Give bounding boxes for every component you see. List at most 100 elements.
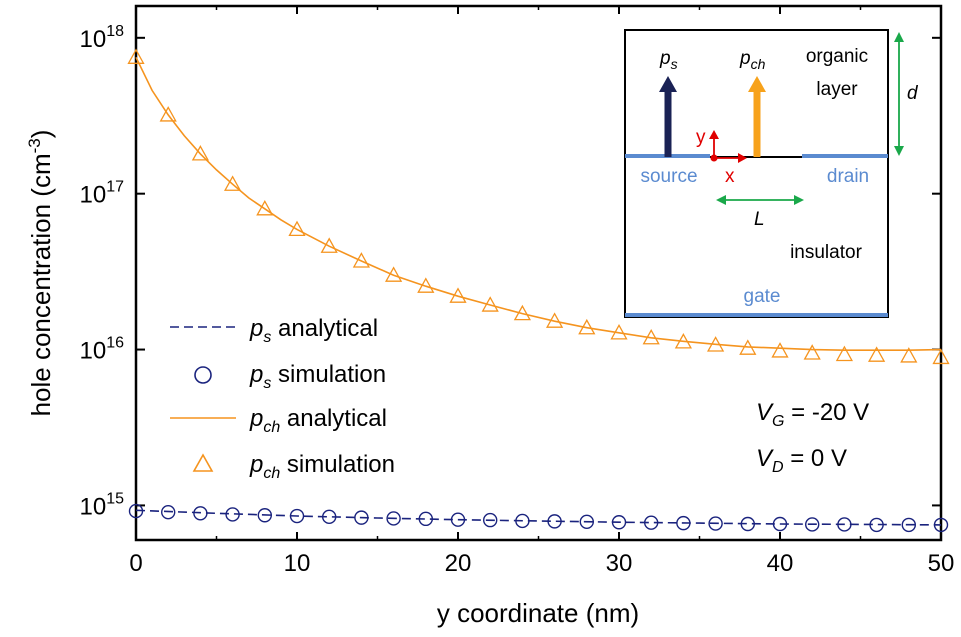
data-point-p-ch-simulation <box>835 345 854 362</box>
data-point-p-ch-simulation <box>449 287 467 303</box>
data-point-p-s-simulation <box>483 512 498 528</box>
inset-gate-electrode <box>625 313 888 317</box>
x-tick-label: 40 <box>767 550 794 577</box>
data-point-p-s-simulation <box>322 509 337 525</box>
data-point-p-s-simulation <box>128 503 144 519</box>
annotation-vg: VG = -20 V <box>756 399 869 430</box>
data-point-p-ch-simulation <box>578 318 596 335</box>
data-point-p-ch-simulation <box>127 48 145 64</box>
x-axis-title: y coordinate (nm) <box>437 598 639 628</box>
data-point-p-s-simulation <box>289 508 305 524</box>
data-point-p-s-simulation <box>515 513 530 529</box>
data-point-p-s-simulation <box>225 507 240 522</box>
data-point-p-s-simulation <box>257 508 272 523</box>
x-tick-label: 50 <box>928 550 955 577</box>
data-point-p-s-simulation <box>450 512 466 527</box>
inset-pch-arrowhead <box>748 76 766 92</box>
data-point-p-s-simulation <box>805 517 820 532</box>
data-point-p-ch-simulation <box>739 339 757 355</box>
data-point-p-s-simulation <box>386 511 401 526</box>
data-point-p-s-simulation <box>837 517 852 532</box>
y-axis-title: hole concentration (cm-3) <box>25 130 56 417</box>
legend-swatch-pch-simulation <box>192 453 214 472</box>
inset-y-axis-arrowhead <box>709 130 719 139</box>
inset-thickness-arrowhead-bottom <box>894 146 904 156</box>
data-point-p-s-simulation <box>772 516 788 532</box>
y-axis-title-exponent: -3 <box>25 138 44 153</box>
data-point-p-ch-simulation <box>320 237 338 253</box>
data-point-p-ch-simulation <box>384 266 403 282</box>
x-tick-label: 10 <box>284 550 311 577</box>
data-point-p-ch-simulation <box>771 342 789 358</box>
data-point-p-ch-simulation <box>674 333 693 349</box>
inset-label-y: y <box>696 127 706 148</box>
legend-label-ps-simulation: ps simulation <box>249 361 386 392</box>
data-point-p-ch-simulation <box>803 344 821 360</box>
inset-thickness-arrowhead-top <box>894 32 904 42</box>
data-point-p-s-simulation <box>611 515 627 530</box>
data-point-p-s-simulation <box>901 517 916 533</box>
data-point-p-ch-simulation <box>513 304 532 321</box>
inset-label-source: source <box>640 166 697 187</box>
y-tick-label: 1018 <box>80 23 125 53</box>
annotation-vd: VD = 0 V <box>756 445 847 476</box>
inset-x-axis-arrowhead <box>738 153 747 163</box>
legend: ps analytical ps simulation pch analytic… <box>170 315 395 482</box>
data-point-p-s-simulation <box>869 517 884 533</box>
series-line-p-ch-analytical <box>135 56 942 351</box>
data-point-p-s-simulation <box>708 516 723 531</box>
data-point-p-ch-simulation <box>706 336 725 352</box>
data-point-p-s-simulation <box>740 516 755 532</box>
x-tick-label: 30 <box>606 550 633 577</box>
data-point-p-ch-simulation <box>932 348 950 365</box>
data-point-p-ch-simulation <box>642 328 660 345</box>
data-point-p-ch-simulation <box>900 347 918 363</box>
inset-label-d: d <box>907 83 919 104</box>
inset-label-gate: gate <box>744 286 781 307</box>
data-point-p-ch-simulation <box>191 145 210 161</box>
inset-length-arrowhead-left <box>716 195 726 205</box>
y-tick-label: 1015 <box>80 490 125 520</box>
series-line-p-s-analytical <box>135 509 942 526</box>
data-point-p-s-simulation <box>676 515 691 531</box>
legend-swatch-ps-simulation <box>194 366 212 384</box>
inset-label-organic: organic <box>806 46 868 67</box>
data-point-p-s-simulation <box>579 514 594 530</box>
data-point-p-ch-simulation <box>352 252 371 268</box>
inset-drain-electrode <box>802 154 888 158</box>
data-point-p-s-simulation <box>644 515 659 530</box>
inset-label-L: L <box>754 209 765 230</box>
data-point-p-ch-simulation <box>223 175 242 191</box>
data-point-p-s-simulation <box>547 514 562 529</box>
legend-label-ps-analytical: ps analytical <box>249 315 378 346</box>
inset-label-pch: pch <box>739 48 766 72</box>
legend-label-pch-analytical: pch analytical <box>249 405 387 436</box>
data-point-p-s-simulation <box>193 506 208 521</box>
inset-device-schematic: organic layer source drain insulator gat… <box>624 29 919 318</box>
data-point-p-ch-simulation <box>545 312 564 328</box>
inset-label-drain: drain <box>827 166 869 187</box>
inset-label-x: x <box>725 166 735 187</box>
y-tick-label: 1016 <box>80 335 125 365</box>
inset-label-insulator: insulator <box>790 242 862 263</box>
data-point-p-ch-simulation <box>481 296 499 312</box>
inset-length-arrowhead-right <box>794 195 804 205</box>
x-tick-label: 0 <box>129 550 142 577</box>
data-point-p-ch-simulation <box>417 277 435 293</box>
data-point-p-ch-simulation <box>159 106 177 122</box>
data-point-p-s-simulation <box>418 511 433 527</box>
data-point-p-s-simulation <box>933 517 949 533</box>
y-tick-label: 1017 <box>80 179 125 209</box>
data-point-p-s-simulation <box>160 504 176 520</box>
data-point-p-ch-simulation <box>288 220 306 237</box>
inset-ps-arrowhead <box>659 76 677 92</box>
inset-label-layer: layer <box>816 79 858 100</box>
data-point-p-ch-simulation <box>610 324 628 340</box>
data-point-p-s-simulation <box>354 510 369 525</box>
legend-label-pch-simulation: pch simulation <box>249 451 395 482</box>
x-tick-label: 20 <box>445 550 472 577</box>
data-point-p-ch-simulation <box>256 199 274 216</box>
inset-label-ps: ps <box>659 48 678 72</box>
data-point-p-ch-simulation <box>867 346 886 362</box>
